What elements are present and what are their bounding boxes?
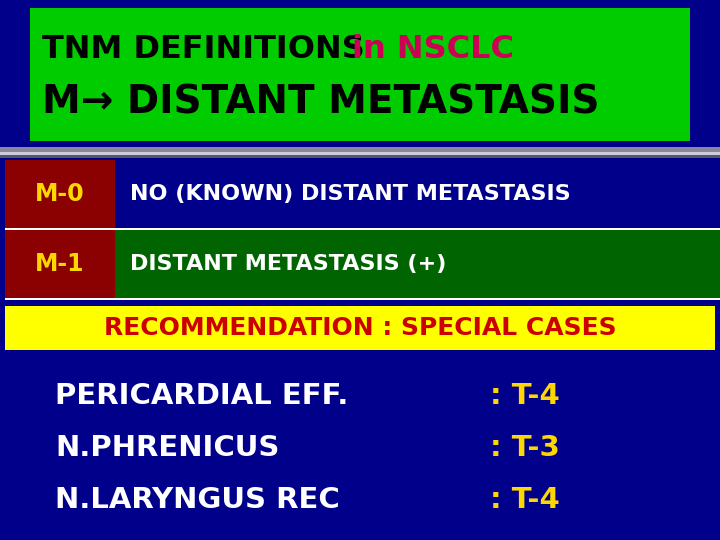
Text: M-1: M-1 <box>35 252 85 276</box>
Bar <box>0 147 720 152</box>
Text: : T-3: : T-3 <box>490 434 560 462</box>
Text: RECOMMENDATION : SPECIAL CASES: RECOMMENDATION : SPECIAL CASES <box>104 316 616 340</box>
Bar <box>115 160 720 228</box>
Text: M→ DISTANT METASTASIS: M→ DISTANT METASTASIS <box>42 84 600 122</box>
Bar <box>5 230 115 298</box>
Bar <box>30 8 690 141</box>
Text: in NSCLC: in NSCLC <box>352 35 514 65</box>
Bar <box>0 155 720 158</box>
Text: N.LARYNGUS REC: N.LARYNGUS REC <box>55 486 340 514</box>
Bar <box>5 228 720 230</box>
Text: DISTANT METASTASIS (+): DISTANT METASTASIS (+) <box>130 254 446 274</box>
Bar <box>5 306 715 350</box>
Text: : T-4: : T-4 <box>490 382 559 410</box>
Bar <box>0 152 720 155</box>
Text: N.PHRENICUS: N.PHRENICUS <box>55 434 279 462</box>
Text: TNM DEFINITIONS: TNM DEFINITIONS <box>42 35 376 65</box>
Text: NO (KNOWN) DISTANT METASTASIS: NO (KNOWN) DISTANT METASTASIS <box>130 184 571 204</box>
Bar <box>5 298 720 300</box>
Bar <box>115 230 720 298</box>
Bar <box>5 160 115 228</box>
Text: : T-4: : T-4 <box>490 486 559 514</box>
Text: M-0: M-0 <box>35 182 85 206</box>
Text: PERICARDIAL EFF.: PERICARDIAL EFF. <box>55 382 348 410</box>
